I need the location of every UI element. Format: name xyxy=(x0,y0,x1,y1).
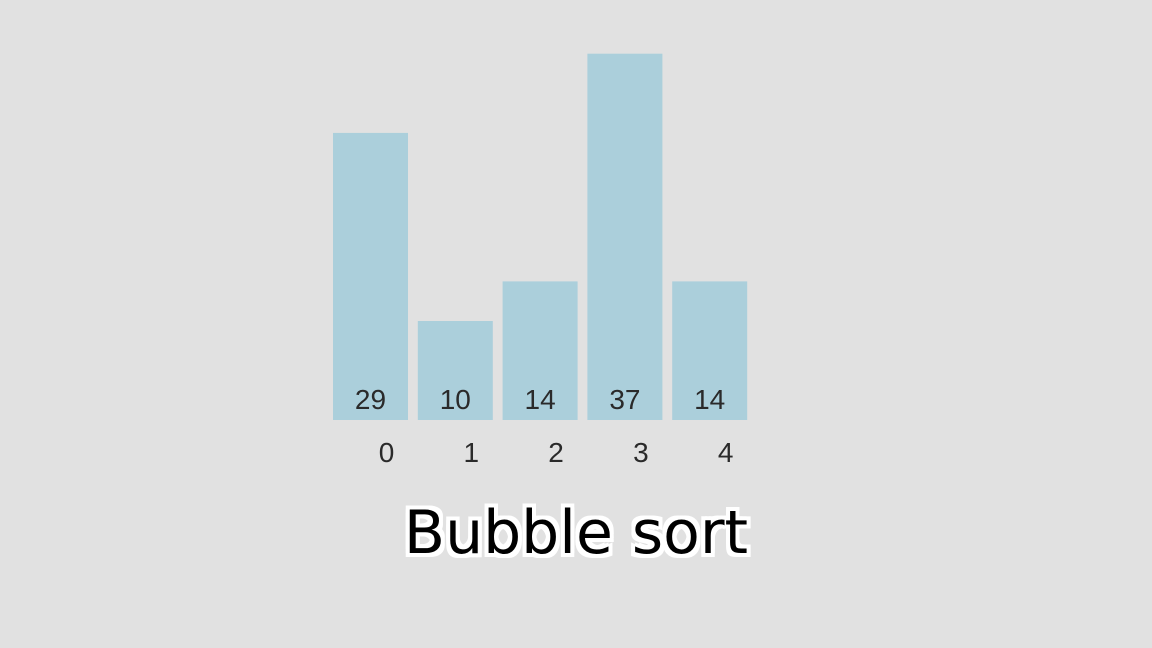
index-label: 2 xyxy=(548,437,564,468)
bar-value-label: 29 xyxy=(355,384,386,415)
index-label: 4 xyxy=(718,437,734,468)
index-label: 1 xyxy=(464,437,480,468)
bar-1 xyxy=(417,321,493,420)
bar-3 xyxy=(587,53,663,420)
caption-title: Bubble sort xyxy=(403,498,749,568)
bar-value-label: 37 xyxy=(609,384,640,415)
index-label: 3 xyxy=(633,437,649,468)
bar-value-label: 14 xyxy=(694,384,725,415)
index-label: 0 xyxy=(379,437,395,468)
bar-value-label: 10 xyxy=(440,384,471,415)
bar-2 xyxy=(502,281,578,420)
bar-0 xyxy=(333,132,408,420)
bar-value-label: 14 xyxy=(525,384,556,415)
bar-4 xyxy=(672,281,748,420)
